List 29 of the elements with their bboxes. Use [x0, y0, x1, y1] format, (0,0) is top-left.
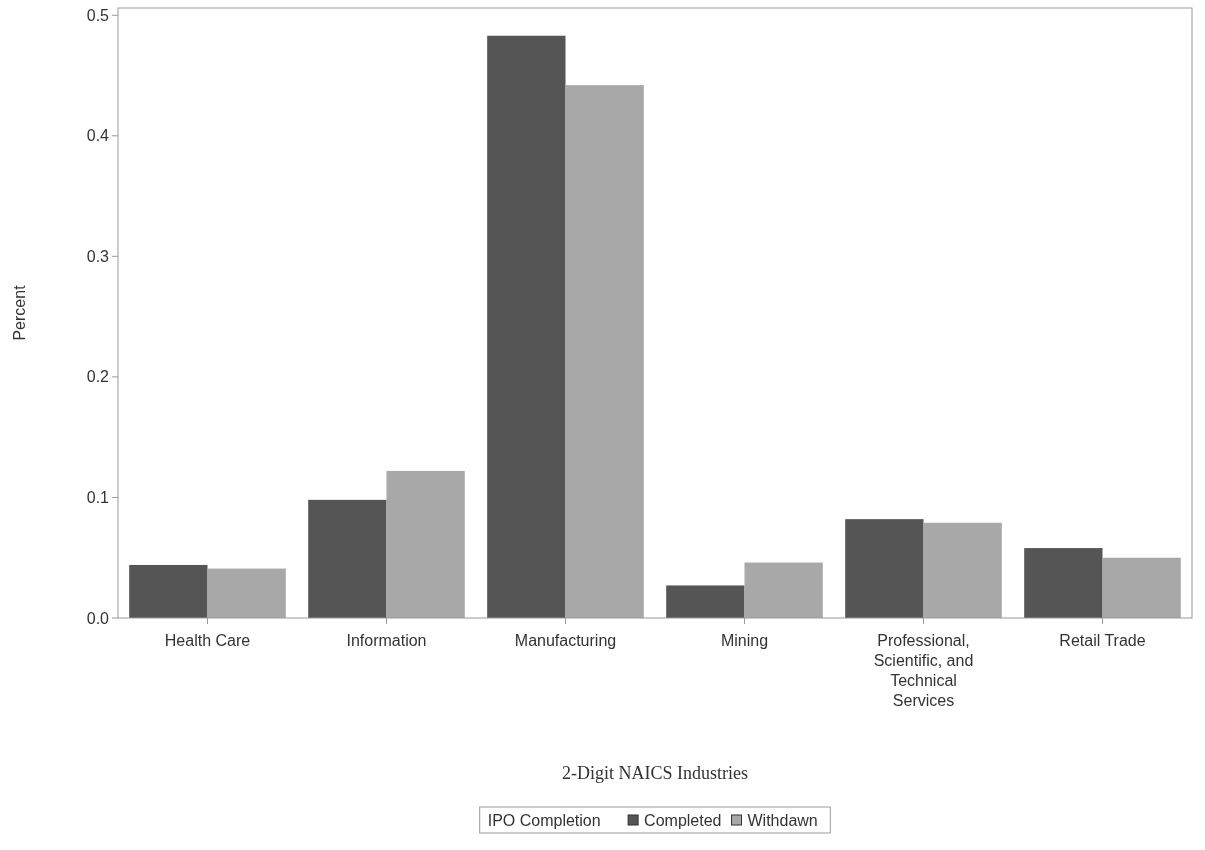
bar [207, 568, 286, 618]
bar [308, 499, 387, 618]
y-axis-title: Percent [11, 284, 28, 341]
bar [129, 564, 208, 618]
y-tick-label: 0.2 [86, 368, 110, 386]
y-tick-label: 0.3 [86, 247, 110, 265]
bar [565, 85, 644, 618]
bar [487, 35, 566, 618]
x-tick-label: Professional, Scientific, and Technical Services [873, 632, 974, 709]
bar [923, 522, 1002, 618]
x-tick-label: Mining [720, 632, 769, 649]
legend-label: Withdawn [747, 811, 818, 829]
y-tick-label: 0.4 [86, 127, 110, 145]
legend-title: IPO Completion [487, 811, 601, 829]
y-tick-label: 0.0 [86, 609, 110, 627]
x-axis-title: 2-Digit NAICS Industries [562, 763, 748, 783]
y-tick-label: 0.1 [86, 489, 110, 507]
bar [666, 585, 745, 618]
x-tick-label: Manufacturing [514, 632, 617, 649]
bar [744, 562, 823, 618]
bar [845, 519, 924, 618]
x-tick-label: Health Care [164, 632, 251, 649]
x-tick-label: Retail Trade [1059, 632, 1146, 649]
x-tick-label: Information [346, 632, 427, 649]
y-tick-label: 0.5 [86, 6, 110, 24]
bar [1024, 548, 1103, 618]
legend-label: Completed [644, 811, 722, 829]
bar [1102, 557, 1181, 618]
bar [386, 470, 465, 618]
